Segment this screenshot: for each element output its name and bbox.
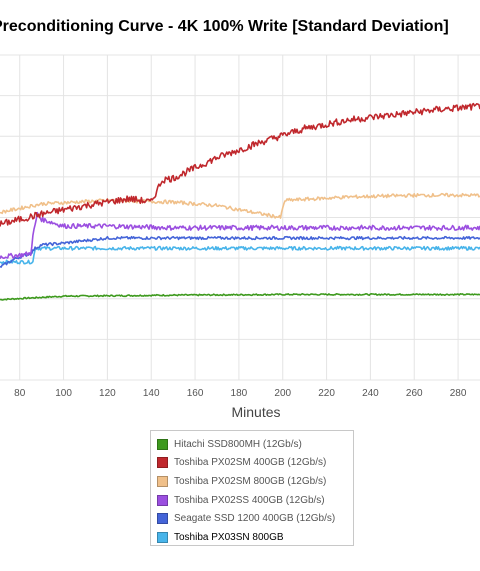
- legend-swatch: [157, 457, 168, 469]
- x-tick-label: 280: [450, 388, 467, 399]
- legend-swatch: [157, 438, 168, 450]
- plot-area: 8010012014016018020022024026028060: [0, 54, 480, 399]
- series-lines: [0, 102, 480, 301]
- legend-label: Toshiba PX02SS 400GB (12Gb/s): [174, 494, 325, 506]
- x-tick-labels: 8010012014016018020022024026028060: [14, 388, 467, 399]
- x-tick-label: 160: [187, 388, 204, 399]
- legend-item[interactable]: Toshiba PX02SM 400GB (12Gb/s): [157, 454, 353, 473]
- series-line-3: [0, 211, 480, 260]
- series-line-0: [0, 293, 480, 301]
- legend-swatch: [157, 475, 168, 487]
- legend-swatch: [157, 513, 168, 525]
- legend-item[interactable]: Seagate SSD 1200 400GB (12Gb/s): [157, 509, 353, 528]
- series-line-5: [0, 245, 480, 265]
- legend-label: Toshiba PX02SM 400GB (12Gb/s): [174, 457, 327, 469]
- x-tick-label: 140: [143, 388, 160, 399]
- x-axis-label: Minutes: [231, 404, 281, 420]
- legend-item[interactable]: Toshiba PX02SM 800GB (12Gb/s): [157, 472, 353, 491]
- series-line-1: [0, 102, 480, 227]
- legend-label: Toshiba PX03SN 800GB: [174, 531, 284, 543]
- x-tick-label: 120: [99, 388, 116, 399]
- legend-label: Toshiba PX02SM 800GB (12Gb/s): [174, 475, 327, 487]
- series-line-4: [0, 235, 480, 268]
- x-tick-label: 220: [318, 388, 335, 399]
- legend: Hitachi SSD800MH (12Gb/s) Toshiba PX02SM…: [150, 430, 354, 546]
- x-tick-label: 180: [231, 388, 248, 399]
- series-line-2: [0, 192, 480, 219]
- legend-label: Seagate SSD 1200 400GB (12Gb/s): [174, 513, 336, 525]
- chart-title: Preconditioning Curve - 4K 100% Write [S…: [0, 18, 449, 35]
- legend-item[interactable]: Hitachi SSD800MH (12Gb/s): [157, 435, 353, 454]
- x-tick-label: 240: [362, 388, 379, 399]
- legend-item[interactable]: Toshiba PX02SS 400GB (12Gb/s): [157, 491, 353, 510]
- legend-swatch: [157, 494, 168, 506]
- x-tick-label: 80: [14, 388, 26, 399]
- x-tick-label: 260: [406, 388, 423, 399]
- legend-label: Hitachi SSD800MH (12Gb/s): [174, 438, 302, 450]
- x-tick-label: 200: [274, 388, 291, 399]
- x-tick-label: 100: [55, 388, 72, 399]
- legend-item[interactable]: Toshiba PX03SN 800GB: [157, 528, 353, 547]
- grid: [0, 54, 480, 381]
- legend-swatch: [157, 531, 168, 543]
